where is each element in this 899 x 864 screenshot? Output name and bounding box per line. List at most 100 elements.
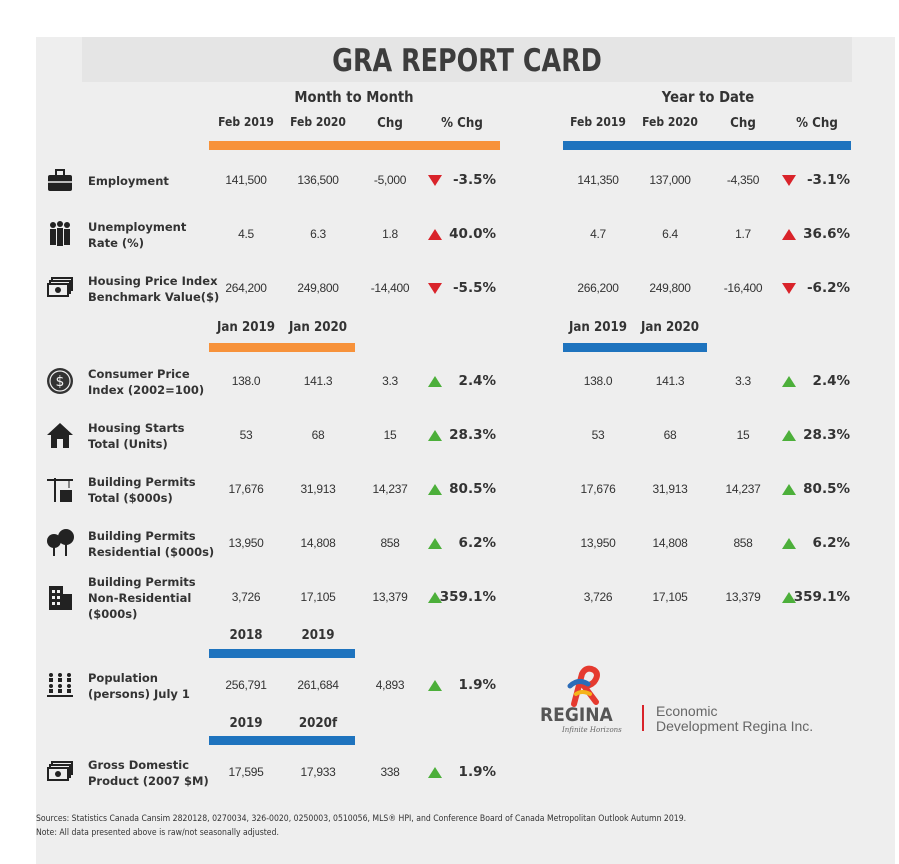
ytd-value: 13,950 [580, 536, 616, 550]
mm-value: -5,000 [373, 173, 407, 187]
row-label: Consumer Price Index (2002=100) [88, 367, 205, 397]
mm-pct-change: 359.1% [439, 589, 496, 605]
header-jan2019-ytd: Jan 2019 [568, 319, 628, 335]
ytd-value: 13,379 [725, 590, 761, 604]
row-label: Housing Price Index Benchmark Value($) [88, 274, 220, 304]
ytd-pct-change: 2.4% [812, 373, 850, 389]
ytd-value: 15 [736, 428, 750, 442]
population-header-bar [209, 649, 355, 658]
sources-note: Sources: Statistics Canada Cansim 282012… [36, 814, 687, 824]
mm-value: 17,595 [228, 765, 264, 779]
up-arrow-icon [782, 484, 796, 495]
ytd-value: 17,676 [580, 482, 616, 496]
down-arrow-icon [782, 283, 796, 294]
up-arrow-icon [782, 592, 796, 603]
ytd-pct-change: -6.2% [806, 280, 850, 296]
mm-value: 3.3 [382, 374, 398, 388]
adjustment-note: Note: All data presented above is raw/no… [36, 828, 279, 838]
header-jan2020-mm: Jan 2020 [288, 319, 348, 335]
month-to-month-heading: Month to Month [294, 88, 414, 106]
ytd-pct-change: 28.3% [803, 427, 850, 443]
mm-value: 17,933 [300, 765, 336, 779]
money-icon [47, 277, 73, 297]
up-arrow-icon [782, 538, 796, 549]
ytd-pct-change: 359.1% [793, 589, 850, 605]
up-arrow-icon [428, 680, 442, 691]
ytd-value: 249,800 [649, 281, 691, 295]
header-2019-pop: 2019 [301, 627, 335, 643]
header-2020f: 2020f [298, 715, 338, 731]
ytd-pct-change: 36.6% [803, 226, 850, 242]
ytd-value: 266,200 [577, 281, 619, 295]
up-arrow-icon [782, 376, 796, 387]
ytd-value: 141.3 [655, 374, 685, 388]
mm-value: 141,500 [225, 173, 267, 187]
edr-name: Economic Development Regina Inc. [656, 703, 814, 734]
row-label: Building Permits Non-Residential ($000s) [88, 575, 196, 621]
ytd-value: -4,350 [726, 173, 760, 187]
edr-logo: REGINA Infinite Horizons Economic Develo… [540, 664, 840, 744]
logo-divider [642, 705, 644, 731]
ytd-value: 3.3 [735, 374, 751, 388]
mm-value: 15 [383, 428, 397, 442]
regina-r-logo-icon [567, 665, 600, 707]
header-2019-gdp: 2019 [229, 715, 263, 731]
mm-pct-change: 1.9% [458, 764, 496, 780]
mm-value: 4,893 [375, 678, 405, 692]
ytd-pct-change: 6.2% [812, 535, 850, 551]
up-arrow-icon [782, 430, 796, 441]
row-label: Employment [88, 174, 169, 188]
mm-value: 53 [239, 428, 253, 442]
up-arrow-icon [428, 767, 442, 778]
mm-value: 261,684 [297, 678, 339, 692]
ytd-value: 53 [591, 428, 605, 442]
down-arrow-icon [428, 175, 442, 186]
mm-value: 14,808 [300, 536, 336, 550]
row-label: Building Permits Residential ($000s) [88, 529, 215, 559]
money-icon [47, 761, 73, 781]
header-feb2019-mm: Feb 2019 [218, 115, 274, 129]
ytd-value: 141,350 [577, 173, 619, 187]
row-label: Population (persons) July 1 [88, 671, 190, 701]
mm-value: 3,726 [231, 590, 261, 604]
header-jan2020-ytd: Jan 2020 [640, 319, 700, 335]
mm-value: 17,676 [228, 482, 264, 496]
ytd-header-bar [563, 141, 851, 150]
year-to-date-heading: Year to Date [661, 88, 755, 106]
mm-value: 6.3 [310, 227, 326, 241]
mm-value: 13,379 [372, 590, 408, 604]
mm-value: 858 [380, 536, 400, 550]
mm-pct-change: 1.9% [458, 677, 496, 693]
header-jan2019-mm: Jan 2019 [216, 319, 276, 335]
up-arrow-icon [782, 229, 796, 240]
mm-value: 1.8 [382, 227, 398, 241]
ytd-pct-change: 80.5% [803, 481, 850, 497]
mm-value: 264,200 [225, 281, 267, 295]
header-feb2019-ytd: Feb 2019 [570, 115, 626, 129]
mm-value: 17,105 [300, 590, 336, 604]
ytd-value: 858 [733, 536, 753, 550]
up-arrow-icon [428, 592, 442, 603]
report-card: GRA REPORT CARD Month to Month Year to D… [36, 37, 895, 864]
office-building-icon [49, 586, 72, 610]
down-arrow-icon [428, 283, 442, 294]
svg-text:$: $ [56, 374, 65, 390]
ytd-value: 138.0 [583, 374, 613, 388]
ytd-value: 68 [663, 428, 677, 442]
header-feb2020-ytd: Feb 2020 [642, 115, 698, 129]
ytd-value: 14,808 [652, 536, 688, 550]
population-icon [47, 673, 73, 697]
mm-pct-change: -5.5% [452, 280, 496, 296]
ytd-pct-change: -3.1% [806, 172, 850, 188]
briefcase-icon [48, 169, 72, 191]
header-feb2020-mm: Feb 2020 [290, 115, 346, 129]
mm-value: 141.3 [303, 374, 333, 388]
regina-tagline: Infinite Horizons [562, 726, 622, 734]
mm-pct-change: 2.4% [458, 373, 496, 389]
mm-pct-change: 6.2% [458, 535, 496, 551]
ytd-value: 137,000 [649, 173, 691, 187]
dollar-coin-icon: $ [47, 368, 73, 394]
page-title: GRA REPORT CARD [332, 43, 602, 79]
mm-value: 138.0 [231, 374, 261, 388]
up-arrow-icon [428, 376, 442, 387]
